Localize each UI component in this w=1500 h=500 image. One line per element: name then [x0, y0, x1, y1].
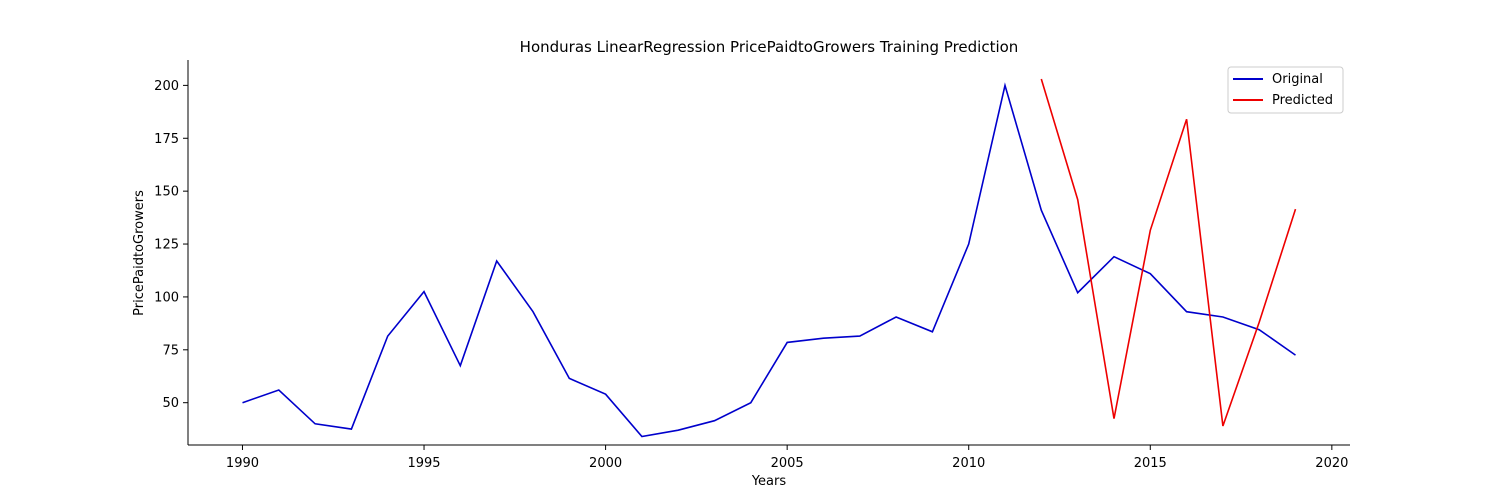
- y-tick-label: 200: [154, 79, 179, 94]
- x-tick-label: 2000: [589, 456, 622, 471]
- y-tick-label: 50: [162, 396, 179, 411]
- y-tick-label: 175: [154, 132, 179, 147]
- x-tick-label: 2015: [1134, 456, 1167, 471]
- plot-lines: [242, 78, 1297, 438]
- series-line-predicted: [1040, 78, 1297, 427]
- chart-title: Honduras LinearRegression PricePaidtoGro…: [520, 38, 1019, 56]
- y-tick-label: 150: [154, 185, 179, 200]
- x-axis-label: Years: [751, 474, 787, 489]
- x-tick-label: 2010: [952, 456, 985, 471]
- legend: Original Predicted: [1227, 66, 1344, 114]
- series-line-original: [242, 82, 1296, 438]
- x-tick-label: 1995: [407, 456, 440, 471]
- x-tick-label: 1990: [226, 456, 259, 471]
- y-axis-label: PricePaidtoGrowers: [132, 190, 147, 316]
- y-tick-label: 75: [162, 343, 179, 358]
- y-ticks: 50 75 100 125 150 175 200: [154, 79, 188, 411]
- legend-label-original: Original: [1272, 72, 1323, 87]
- x-tick-label: 2005: [771, 456, 804, 471]
- x-tick-label: 2020: [1315, 456, 1348, 471]
- y-tick-label: 125: [154, 238, 179, 253]
- y-tick-label: 100: [154, 290, 179, 305]
- axes: [187, 60, 1350, 446]
- legend-label-predicted: Predicted: [1272, 93, 1333, 108]
- x-ticks: 1990 1995 2000 2005 2010 2015 2020: [226, 445, 1348, 471]
